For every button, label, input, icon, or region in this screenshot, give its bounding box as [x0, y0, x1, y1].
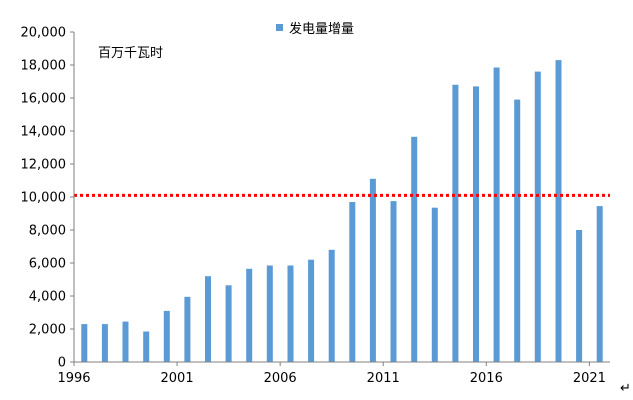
x-tick-label: 2016 [470, 371, 503, 386]
return-mark: ↵ [620, 381, 631, 396]
y-tick-label: 20,000 [21, 26, 67, 41]
y-tick-label: 0 [58, 356, 66, 371]
legend-swatch [276, 24, 283, 31]
bar-2021 [596, 206, 603, 362]
bar-2015 [473, 86, 479, 363]
axes-group [73, 32, 610, 363]
y-tick-label: 16,000 [21, 92, 67, 107]
x-tick-label: 1996 [57, 371, 90, 386]
y-tick-label: 8,000 [29, 224, 66, 239]
bar-2006 [287, 265, 294, 362]
y-tick-label: 6,000 [29, 257, 66, 272]
bar-2001 [184, 296, 191, 362]
bar-1999 [143, 331, 150, 362]
bar-2019 [555, 60, 562, 362]
y-tick-label: 14,000 [21, 125, 67, 140]
bar-2009 [349, 202, 356, 362]
bar-2012 [411, 136, 418, 362]
x-tick-label: 2021 [573, 371, 606, 386]
bar-2018 [534, 71, 541, 362]
x-tick-label: 2006 [264, 371, 297, 386]
bar-2011 [390, 201, 397, 362]
bar-1997 [101, 324, 108, 362]
bar-2000 [163, 310, 170, 362]
bars-group [81, 60, 603, 363]
x-tick-label: 2001 [161, 371, 194, 386]
x-axis-ticks: 1996 2001 2006 2011 2016 2021 [57, 362, 606, 386]
bar-2004 [246, 268, 253, 362]
bar-1998 [122, 321, 129, 362]
bar-2007 [308, 259, 315, 362]
y-tick-label: 18,000 [21, 59, 67, 74]
bar-2020 [576, 230, 583, 362]
bar-2008 [328, 249, 335, 362]
y-axis-ticks: 0 2,000 4,000 6,000 8,000 10,000 12,000 14,000 1… [21, 26, 74, 371]
y-tick-label: 2,000 [29, 323, 66, 338]
bar-2002 [205, 276, 211, 362]
bar-2017 [514, 99, 521, 362]
bar-2014 [452, 84, 459, 363]
bar-2005 [266, 265, 273, 362]
unit-label: 百万千瓦时 [98, 46, 163, 61]
bar-2016 [493, 67, 500, 362]
bar-2010 [369, 178, 376, 362]
bar-2003 [225, 285, 232, 362]
y-tick-label: 4,000 [29, 290, 66, 305]
bar-2013 [431, 207, 438, 362]
y-tick-label: 12,000 [21, 158, 67, 173]
bar-1996 [81, 324, 88, 362]
x-tick-label: 2011 [367, 371, 400, 386]
legend-label: 发电量增量 [289, 21, 354, 37]
y-tick-label: 10,000 [21, 191, 67, 206]
